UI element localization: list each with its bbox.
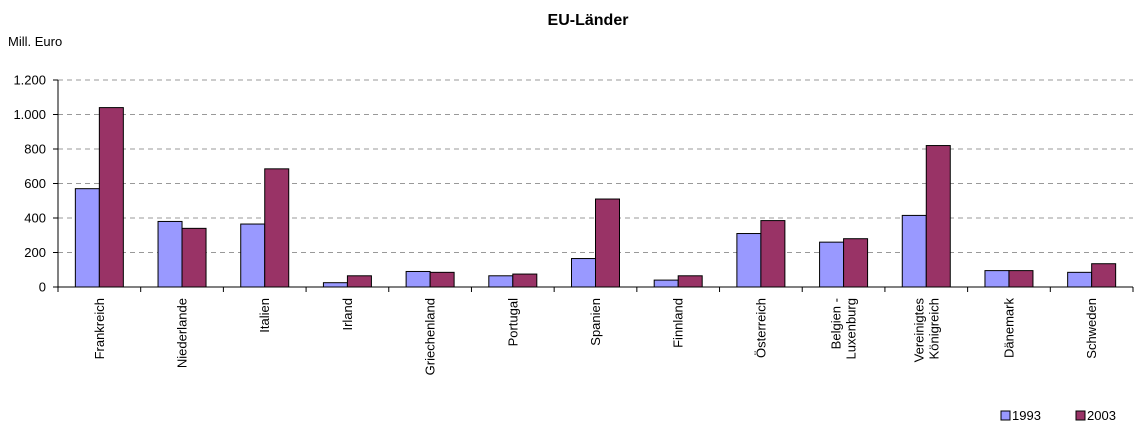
bar-2003-6 <box>595 198 620 288</box>
bar-2003-10 <box>925 145 951 288</box>
y-tick-label: 200 <box>24 245 46 260</box>
bar-1993-2 <box>240 223 266 288</box>
category-label: Frankreich <box>92 298 107 359</box>
y-tick-label: 400 <box>24 211 46 226</box>
bar-1993-11 <box>984 270 1010 288</box>
bar-1993-12 <box>1067 271 1093 288</box>
bar-2003-1 <box>181 227 207 288</box>
bar-2003-8 <box>760 220 786 288</box>
y-axis-unit-label: Mill. Euro <box>8 34 62 49</box>
gridlines <box>58 79 1133 253</box>
legend-swatch-2003 <box>1075 410 1086 421</box>
category-label: Niederlande <box>175 298 190 368</box>
category-label: Italien <box>257 298 272 333</box>
bar-1993-6 <box>571 258 596 288</box>
bars <box>74 107 1117 288</box>
y-axis-ticks: 0 200 400 600 800 1.000 1.200 <box>13 73 58 295</box>
category-label: Königreich <box>926 298 941 359</box>
category-label: Portugal <box>505 298 520 347</box>
bar-2003-0 <box>98 107 124 288</box>
legend-swatch-1993 <box>1000 410 1011 421</box>
y-tick-label: 0 <box>39 280 46 295</box>
bar-1993-4 <box>405 270 431 288</box>
category-label: Österreich <box>753 298 768 358</box>
bar-2003-7 <box>677 275 703 288</box>
bar-2003-4 <box>429 271 455 288</box>
y-tick-label: 800 <box>24 142 46 157</box>
bar-2003-11 <box>1008 270 1034 288</box>
y-tick-label: 600 <box>24 176 46 191</box>
y-tick-label: 1.000 <box>13 107 46 122</box>
bar-1993-0 <box>74 188 100 288</box>
category-label: Dänemark <box>1001 298 1016 358</box>
category-label: Irland <box>340 298 355 331</box>
category-label: Schweden <box>1084 298 1099 359</box>
bar-2003-9 <box>843 238 869 288</box>
legend: 1993 2003 <box>1000 408 1116 423</box>
bar-1993-5 <box>488 275 514 288</box>
bar-1993-3 <box>322 282 348 288</box>
category-label: Luxenburg <box>844 298 859 359</box>
bar-1993-10 <box>901 214 927 288</box>
bar-2003-3 <box>346 275 372 288</box>
bar-2003-2 <box>264 168 290 288</box>
bar-1993-1 <box>157 220 183 288</box>
bar-1993-7 <box>653 279 679 288</box>
bar-1993-9 <box>819 241 845 288</box>
category-label: Finnland <box>671 298 686 348</box>
bar-2003-12 <box>1091 263 1117 288</box>
bar-1993-8 <box>736 233 762 288</box>
legend-label-1993: 1993 <box>1012 408 1041 423</box>
axes <box>57 80 1134 292</box>
category-label: Griechenland <box>423 298 438 375</box>
category-label: Belgien - <box>829 298 844 349</box>
category-label: Vereinigtes <box>911 298 926 363</box>
y-tick-label: 1.200 <box>13 73 46 88</box>
chart-title: EU-Länder <box>548 12 629 29</box>
legend-label-2003: 2003 <box>1087 408 1116 423</box>
category-labels: Frankreich Niederlande Italien Irland Griech… <box>92 298 1099 376</box>
bar-2003-5 <box>512 273 538 288</box>
category-label: Spanien <box>588 298 603 346</box>
